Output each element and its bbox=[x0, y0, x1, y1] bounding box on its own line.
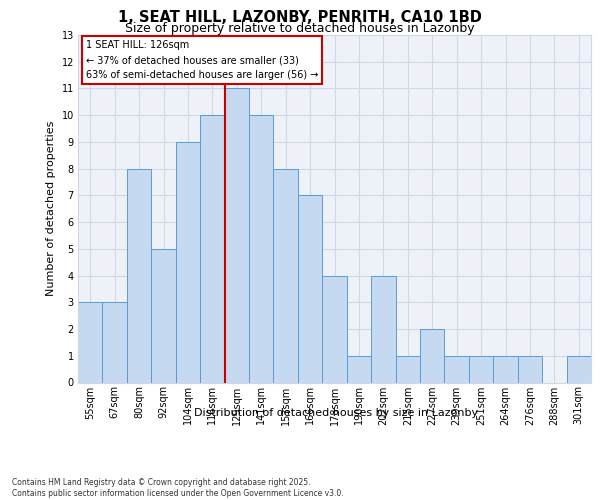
Bar bbox=[395, 356, 420, 382]
Bar bbox=[127, 168, 151, 382]
Text: 1 SEAT HILL: 126sqm
← 37% of detached houses are smaller (33)
63% of semi-detach: 1 SEAT HILL: 126sqm ← 37% of detached ho… bbox=[86, 40, 318, 80]
Bar bbox=[78, 302, 103, 382]
Bar bbox=[151, 249, 176, 382]
Bar bbox=[469, 356, 493, 382]
Bar bbox=[445, 356, 469, 382]
Bar bbox=[200, 115, 224, 382]
Bar bbox=[176, 142, 200, 382]
Bar bbox=[493, 356, 518, 382]
Bar bbox=[274, 168, 298, 382]
Text: Size of property relative to detached houses in Lazonby: Size of property relative to detached ho… bbox=[125, 22, 475, 35]
Bar bbox=[298, 196, 322, 382]
Y-axis label: Number of detached properties: Number of detached properties bbox=[46, 121, 56, 296]
Bar bbox=[371, 276, 395, 382]
Text: 1, SEAT HILL, LAZONBY, PENRITH, CA10 1BD: 1, SEAT HILL, LAZONBY, PENRITH, CA10 1BD bbox=[118, 10, 482, 25]
Bar bbox=[566, 356, 591, 382]
Bar bbox=[322, 276, 347, 382]
Text: Distribution of detached houses by size in Lazonby: Distribution of detached houses by size … bbox=[194, 408, 478, 418]
Bar bbox=[347, 356, 371, 382]
Bar bbox=[103, 302, 127, 382]
Bar bbox=[224, 88, 249, 383]
Text: Contains HM Land Registry data © Crown copyright and database right 2025.
Contai: Contains HM Land Registry data © Crown c… bbox=[12, 478, 344, 498]
Bar bbox=[420, 329, 445, 382]
Bar bbox=[518, 356, 542, 382]
Bar bbox=[249, 115, 274, 382]
